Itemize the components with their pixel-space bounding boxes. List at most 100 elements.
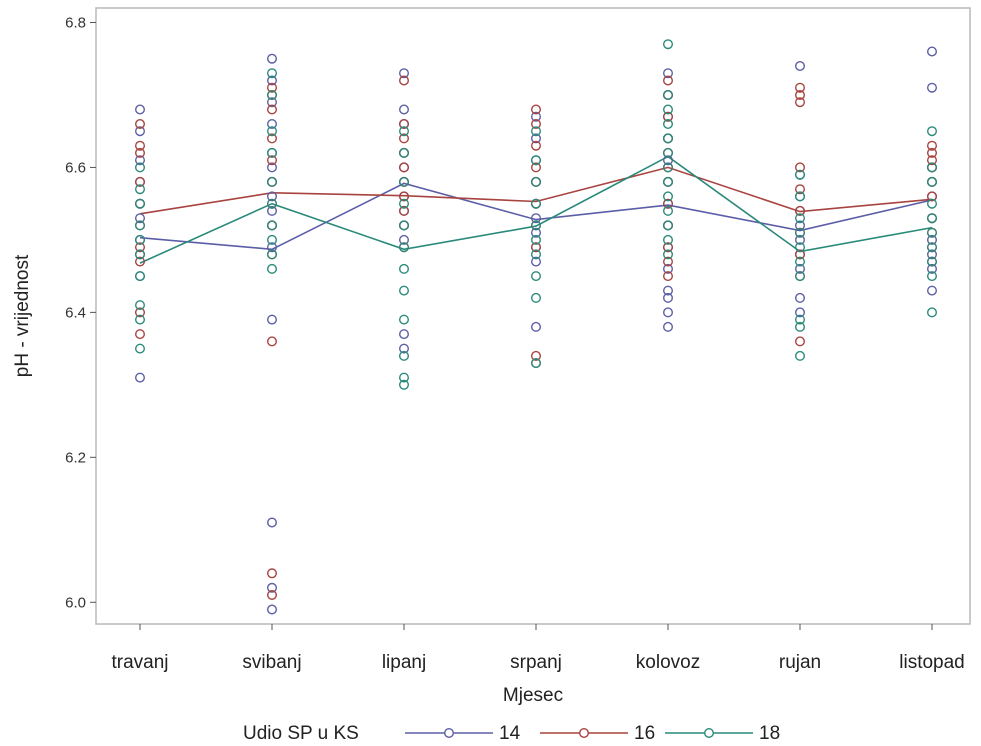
- point-series-14: [267, 517, 278, 528]
- point-series-14: [267, 314, 278, 325]
- point-series-16: [663, 271, 674, 282]
- point-series-14: [531, 133, 542, 144]
- point-series-14: [663, 68, 674, 79]
- point-series-18: [927, 271, 938, 282]
- point-series-18: [531, 234, 542, 245]
- point-series-16: [927, 140, 938, 151]
- point-series-18: [663, 133, 674, 144]
- data-points: [134, 39, 938, 615]
- point-series-14: [267, 97, 278, 108]
- x-tick-label-kolovoz: kolovoz: [636, 652, 700, 673]
- mean-line-series-16: [139, 166, 933, 215]
- legend: Udio SP u KS 14 16 18: [243, 723, 780, 744]
- point-series-18: [927, 242, 938, 253]
- point-series-18: [927, 213, 938, 224]
- point-series-14: [399, 68, 410, 79]
- point-series-16: [663, 75, 674, 86]
- point-series-18: [531, 198, 542, 209]
- point-series-14: [399, 329, 410, 340]
- point-series-18: [531, 271, 542, 282]
- point-series-14: [795, 61, 806, 72]
- point-series-18: [399, 350, 410, 361]
- legend-label-14: 14: [499, 723, 521, 744]
- point-series-14: [663, 285, 674, 296]
- point-series-16: [795, 162, 806, 173]
- legend-marker-16: [579, 728, 590, 739]
- point-series-14: [927, 82, 938, 93]
- point-series-18: [795, 227, 806, 238]
- point-series-18: [267, 220, 278, 231]
- point-series-18: [134, 271, 145, 282]
- point-series-16: [134, 307, 145, 318]
- point-series-18: [134, 198, 145, 209]
- point-series-18: [663, 147, 674, 158]
- point-series-18: [927, 162, 938, 173]
- point-series-14: [531, 213, 542, 224]
- point-series-16: [663, 256, 674, 267]
- point-series-18: [399, 285, 410, 296]
- point-series-14: [795, 307, 806, 318]
- point-series-18: [927, 227, 938, 238]
- point-series-18: [927, 256, 938, 267]
- point-series-18: [399, 220, 410, 231]
- point-series-18: [663, 104, 674, 115]
- legend-label-16: 16: [634, 723, 655, 744]
- y-tick-label: 6.6: [65, 159, 86, 176]
- point-series-14: [927, 285, 938, 296]
- point-series-14: [267, 118, 278, 129]
- point-series-18: [267, 176, 278, 187]
- point-series-16: [531, 140, 542, 151]
- point-series-16: [134, 118, 145, 129]
- point-series-18: [267, 126, 278, 137]
- point-series-16: [663, 242, 674, 253]
- point-series-14: [795, 263, 806, 274]
- point-series-18: [663, 89, 674, 100]
- legend-marker-18: [704, 728, 715, 739]
- point-series-14: [531, 227, 542, 238]
- point-series-16: [267, 82, 278, 93]
- point-series-18: [399, 242, 410, 253]
- point-series-14: [927, 249, 938, 260]
- point-series-18: [399, 372, 410, 383]
- x-axis: travanj svibanj lipanj srpanj kolovoz rujan li…: [111, 624, 965, 673]
- point-series-14: [134, 372, 145, 383]
- point-series-16: [927, 191, 938, 202]
- y-tick-label: 6.0: [65, 594, 86, 611]
- point-series-18: [663, 249, 674, 260]
- point-series-18: [795, 256, 806, 267]
- point-series-16: [795, 89, 806, 100]
- point-series-18: [267, 147, 278, 158]
- point-series-14: [531, 111, 542, 122]
- point-series-14: [134, 213, 145, 224]
- point-series-18: [531, 249, 542, 260]
- point-series-14: [134, 104, 145, 115]
- point-series-14: [267, 604, 278, 615]
- point-series-14: [663, 321, 674, 332]
- point-series-14: [134, 155, 145, 166]
- y-axis: 6.0 6.2 6.4 6.6 6.8: [65, 14, 96, 611]
- x-tick-label-rujan: rujan: [779, 652, 821, 673]
- point-series-16: [795, 82, 806, 93]
- point-series-18: [399, 176, 410, 187]
- plot-area-frame: [95, 7, 971, 625]
- point-series-18: [663, 118, 674, 129]
- point-series-16: [531, 118, 542, 129]
- point-series-14: [927, 46, 938, 57]
- point-series-14: [531, 321, 542, 332]
- legend-title: Udio SP u KS: [243, 723, 359, 744]
- point-series-18: [399, 314, 410, 325]
- point-series-16: [795, 249, 806, 260]
- point-series-18: [399, 379, 410, 390]
- point-series-14: [267, 582, 278, 593]
- point-series-16: [795, 336, 806, 347]
- point-series-14: [795, 220, 806, 231]
- point-series-14: [267, 75, 278, 86]
- point-series-18: [399, 126, 410, 137]
- point-series-14: [927, 234, 938, 245]
- x-tick-label-lipanj: lipanj: [382, 652, 426, 673]
- point-series-18: [795, 191, 806, 202]
- point-series-14: [663, 263, 674, 274]
- point-series-18: [663, 205, 674, 216]
- point-series-18: [927, 198, 938, 209]
